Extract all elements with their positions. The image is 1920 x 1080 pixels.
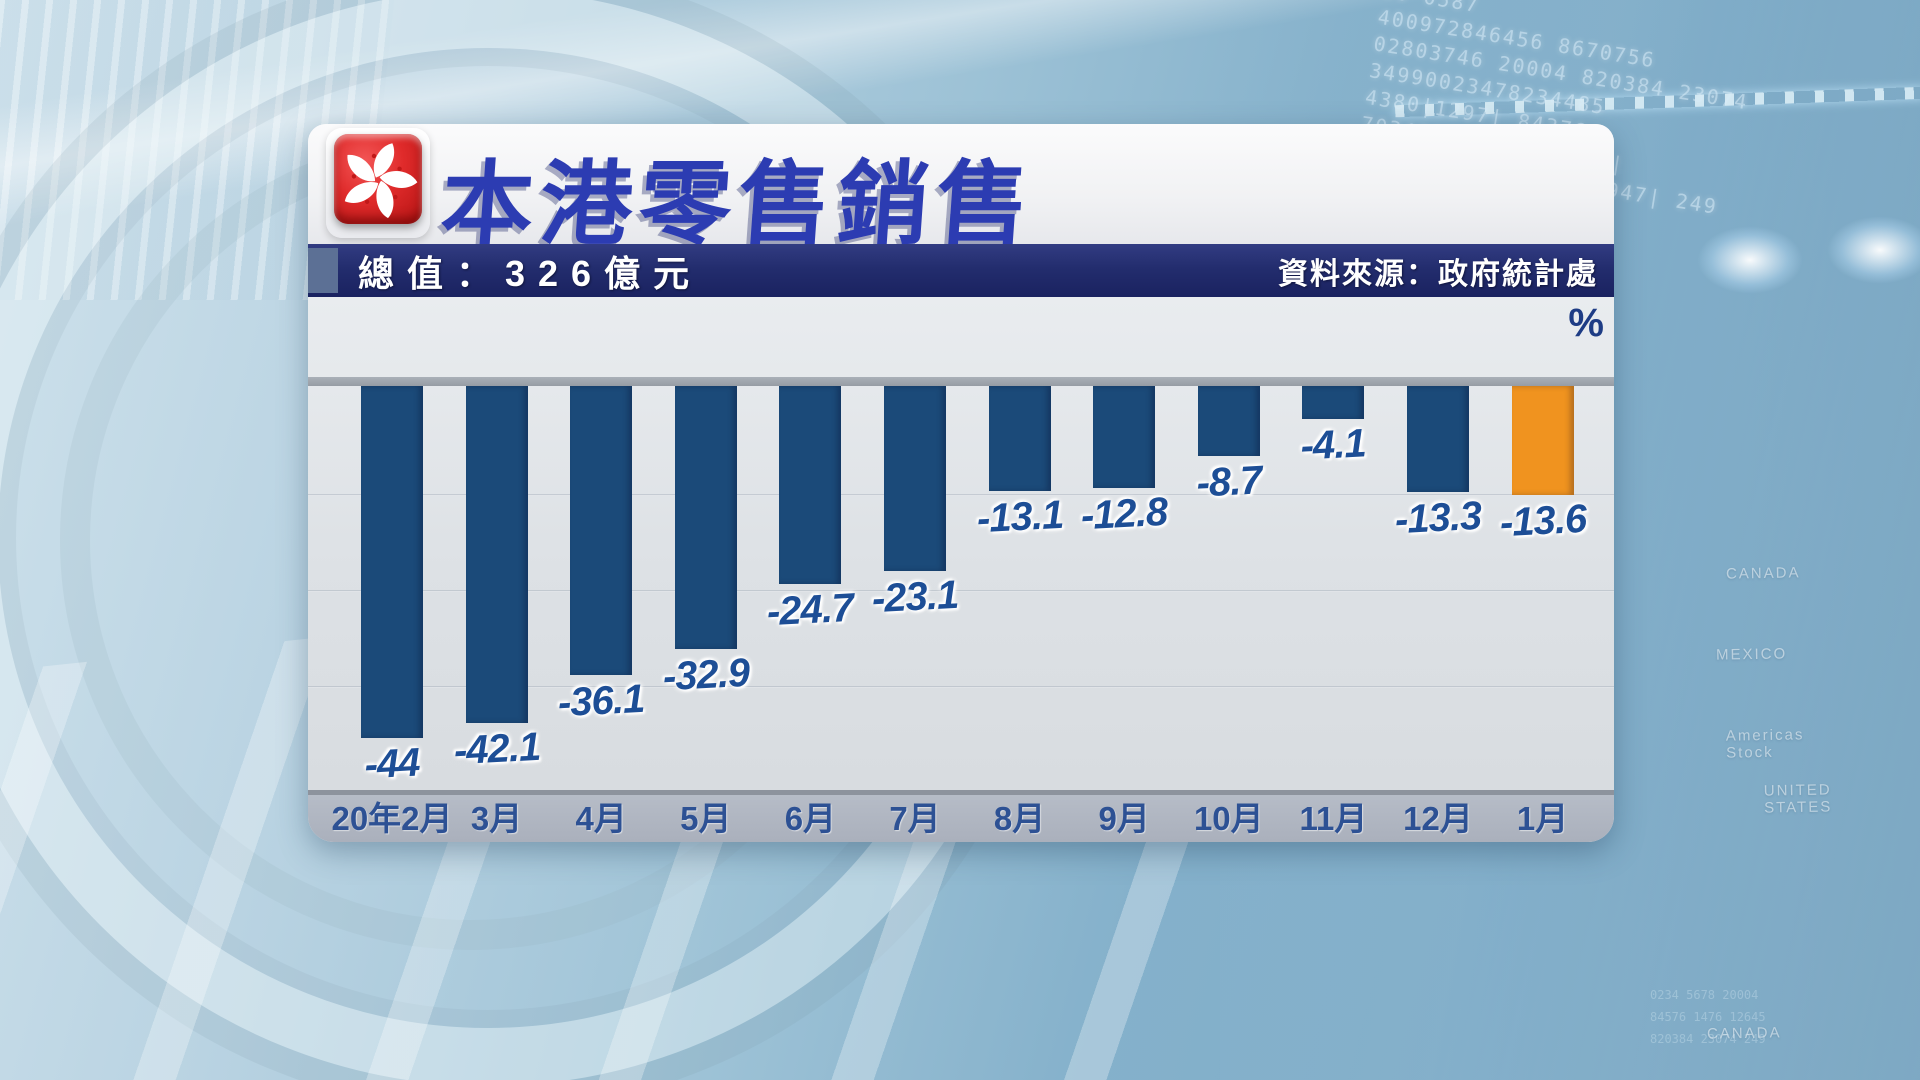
bar-value-label: -32.9 [661, 650, 750, 700]
ticker-line: 400972846456 8670756 [1376, 4, 1658, 73]
region-label: CANADA [1706, 1024, 1782, 1043]
subtitle-bar: 總值：326億元 資料來源：政府統計處 [308, 244, 1614, 297]
bar-value-label: -13.6 [1498, 496, 1587, 546]
x-axis-band: 20年2月 3月 4月 5月 6月 7月 8月 9月 10月 11月 12月 1月 [308, 790, 1614, 842]
zero-baseline [308, 377, 1614, 386]
gridline [308, 686, 1614, 688]
bar-20年2月 [361, 386, 423, 738]
x-axis-label: 8月 [993, 800, 1046, 837]
x-axis-label: 3月 [470, 800, 523, 837]
bar-11月 [1302, 386, 1365, 419]
x-axis-label: 10月 [1193, 800, 1264, 837]
data-source-label: 資料來源：政府統計處 [1278, 257, 1598, 291]
bar-12月 [1407, 386, 1469, 493]
unit-percent-label: % [1568, 301, 1604, 345]
x-axis-label: 20年2月 [331, 800, 453, 837]
gridline [308, 494, 1614, 496]
bar-6月 [779, 386, 842, 584]
x-axis-label: 1月 [1516, 800, 1569, 837]
faint-digit-row: 84576 1476 12645 [1650, 1010, 1766, 1024]
bar-10月 [1197, 386, 1260, 456]
region-label: MEXICO [1715, 645, 1788, 664]
bar-chart-plot-area: % -44 -42.1 -36.1 -32.9 -24.7 -23.1 -13.1 -12.8… [308, 297, 1614, 790]
bar-value-label: -23.1 [870, 572, 960, 622]
bar-value-label: -42.1 [452, 724, 541, 774]
faint-digit-row: 0234 5678 20004 [1650, 988, 1759, 1002]
bar-7月 [884, 386, 946, 571]
bar-5月 [674, 386, 737, 650]
region-label: CANADA [1725, 564, 1801, 583]
bar-1月 [1511, 386, 1574, 495]
background-glow-dot [1810, 205, 1920, 295]
bar-3月 [465, 386, 528, 723]
bar-9月 [1093, 386, 1156, 489]
ticker-line: 86 0587 [1380, 0, 1920, 98]
region-label: Americas Stock [1725, 726, 1805, 762]
bar-value-label: -4.1 [1299, 421, 1367, 469]
background-faint-digit-rows: 0234 5678 20004 84576 1476 12645 820384 23… [1650, 984, 1910, 1050]
x-axis-label: 6月 [784, 800, 837, 837]
background-glow-dot [1680, 215, 1820, 305]
x-axis-label: 12月 [1403, 800, 1473, 837]
bar-4月 [570, 386, 633, 675]
bar-8月 [988, 386, 1051, 491]
total-value-label: 總值：326億元 [358, 252, 703, 294]
x-axis-label: 11月 [1299, 800, 1368, 837]
x-axis-label: 7月 [889, 800, 941, 837]
x-axis-label: 4月 [575, 800, 627, 837]
chart-panel: 本港零售銷售 總值：326億元 資料來源：政府統計處 % -44 -42.1 -36… [308, 124, 1614, 842]
x-axis-label: 5月 [680, 800, 732, 837]
gridline [308, 590, 1614, 592]
faint-digit-row: 820384 23074 249 [1650, 1032, 1766, 1046]
ticker-line: 479879 [1384, 0, 1920, 71]
hk-flag-icon [334, 134, 422, 224]
x-axis-label: 9月 [1098, 800, 1150, 837]
region-label: UNITED STATES [1763, 781, 1833, 817]
subtitle-accent-block [308, 248, 338, 293]
title-bar: 本港零售銷售 [308, 124, 1614, 256]
background-ticker-dashes [1394, 86, 1920, 118]
